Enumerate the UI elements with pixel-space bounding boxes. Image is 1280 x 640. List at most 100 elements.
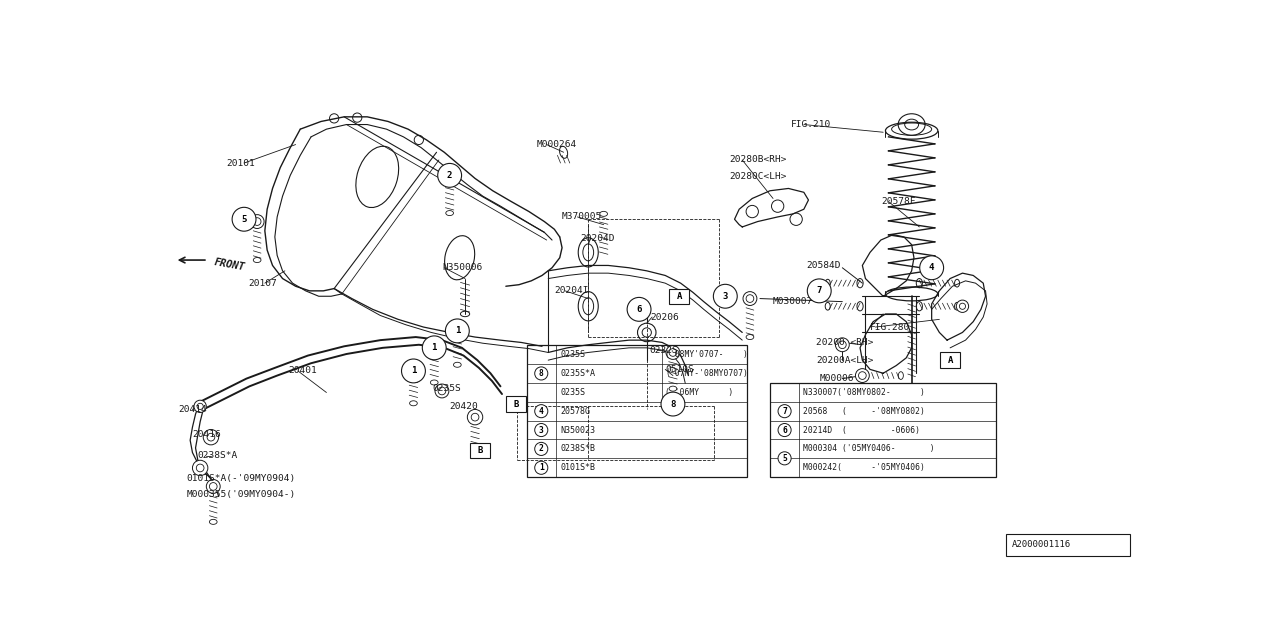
Circle shape [855,369,869,383]
Circle shape [664,395,682,413]
Circle shape [443,172,457,186]
Text: A2000001116: A2000001116 [1011,540,1071,550]
Text: 4: 4 [929,263,934,272]
Circle shape [920,256,943,280]
Circle shape [778,404,791,418]
Text: A: A [947,356,952,365]
Text: 20200 <RH>: 20200 <RH> [817,338,874,347]
Text: N330007('08MY0802-      ): N330007('08MY0802- ) [803,388,925,397]
Circle shape [206,479,220,493]
Circle shape [428,343,442,357]
Text: N350006: N350006 [442,263,483,272]
Text: A: A [676,292,682,301]
Text: FRONT: FRONT [214,257,246,272]
Text: 20401: 20401 [288,367,316,376]
Text: (-'06MY      ): (-'06MY ) [666,388,733,397]
Text: 20414: 20414 [179,405,207,414]
Text: B: B [513,399,518,408]
Text: 20200A<LH>: 20200A<LH> [817,356,874,365]
Text: 20204D: 20204D [581,234,614,243]
Circle shape [778,424,791,436]
Text: 8: 8 [539,369,544,378]
Text: 20280B<RH>: 20280B<RH> [730,156,787,164]
Circle shape [627,298,652,321]
Circle shape [250,214,264,228]
Text: 3: 3 [539,426,544,435]
Text: 0232S: 0232S [650,346,678,355]
Text: 1: 1 [411,367,416,376]
Text: 20107: 20107 [248,278,276,287]
Circle shape [467,410,483,425]
Text: M000264: M000264 [536,140,577,149]
Circle shape [402,359,425,383]
Circle shape [192,460,207,476]
Text: 2: 2 [539,444,544,453]
Text: 0510S: 0510S [666,365,694,374]
Text: 2: 2 [447,171,452,180]
Text: M000355('09MY0904-): M000355('09MY0904-) [187,490,296,499]
Text: 0235S: 0235S [433,384,462,393]
Circle shape [438,163,462,188]
Text: 20568   (     -'08MY0802): 20568 ( -'08MY0802) [803,406,925,415]
Text: 0101S*A(-'09MY0904): 0101S*A(-'09MY0904) [187,474,296,483]
Bar [940,353,960,368]
Text: M370005: M370005 [562,212,603,221]
Text: 20204I: 20204I [554,286,589,295]
Text: ('08MY'0707-    ): ('08MY'0707- ) [666,350,748,359]
Text: 20578F: 20578F [881,197,915,206]
Text: 20578G: 20578G [561,406,590,415]
Text: M000242(      -'05MY0406): M000242( -'05MY0406) [803,463,925,472]
Circle shape [778,452,791,465]
Circle shape [535,442,548,456]
Bar [506,396,526,412]
Text: M000304 ('05MY0406-       ): M000304 ('05MY0406- ) [803,444,934,453]
Text: 5: 5 [242,215,247,224]
Bar [1006,534,1130,556]
Text: FIG.210: FIG.210 [791,120,831,129]
Circle shape [742,292,756,305]
Circle shape [666,346,680,360]
Text: ('07MY-'08MY0707): ('07MY-'08MY0707) [666,369,748,378]
Text: 0101S*B: 0101S*B [561,463,595,472]
Text: 20206: 20206 [650,312,678,321]
Circle shape [836,338,849,352]
Text: 20280C<LH>: 20280C<LH> [730,172,787,181]
Text: M030007: M030007 [773,297,813,306]
Text: 7: 7 [817,286,822,295]
Text: 0235S: 0235S [561,350,585,359]
Bar [771,383,996,477]
Circle shape [535,424,548,436]
Text: 20584D: 20584D [806,261,841,270]
Bar [526,345,746,477]
Text: 6: 6 [782,426,787,435]
Text: B: B [477,445,483,455]
Circle shape [445,319,470,343]
Circle shape [232,207,256,231]
Circle shape [535,461,548,474]
Circle shape [535,404,548,418]
Text: 0235S*A: 0235S*A [561,369,595,378]
Text: 0235S: 0235S [561,388,585,397]
Text: 6: 6 [636,305,641,314]
Circle shape [204,429,219,445]
Text: M00006: M00006 [819,374,854,383]
Bar [669,289,689,304]
Circle shape [407,364,420,378]
Text: 1: 1 [454,326,460,335]
Text: 1: 1 [539,463,544,472]
Circle shape [713,284,737,308]
Circle shape [435,384,449,398]
Circle shape [422,336,447,360]
Text: 7: 7 [782,406,787,415]
Text: 5: 5 [782,454,787,463]
Text: 20214D  (         -0606): 20214D ( -0606) [803,426,920,435]
Text: N350023: N350023 [561,426,595,435]
Circle shape [195,400,206,413]
Bar [471,442,490,458]
Circle shape [808,279,831,303]
Text: 0238S*A: 0238S*A [198,451,238,460]
Text: 1: 1 [431,343,436,353]
Text: 20416: 20416 [192,430,221,439]
Circle shape [535,367,548,380]
Text: 0238S*B: 0238S*B [561,444,595,453]
